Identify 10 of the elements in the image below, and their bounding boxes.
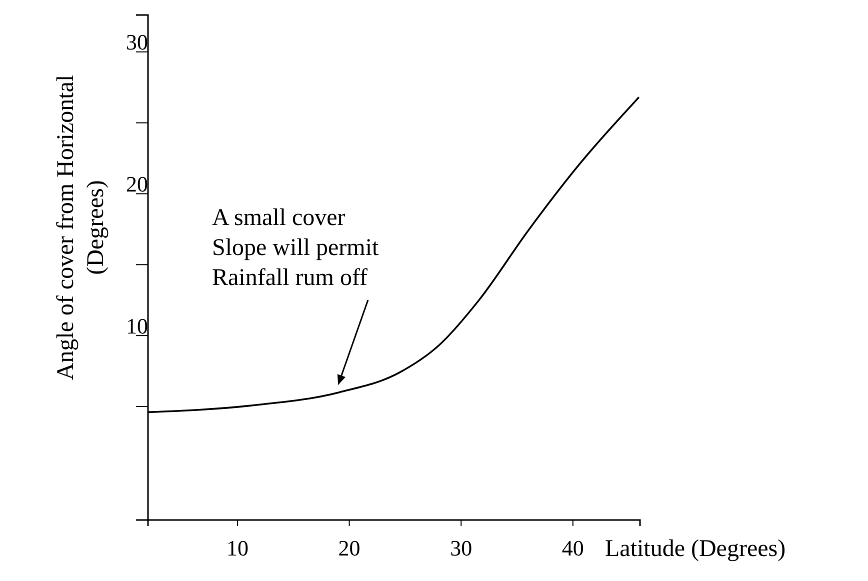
y-axis-title: Angle of cover from Horizontal (Degrees) [53, 74, 109, 380]
y-tick-label: 20 [126, 172, 148, 197]
x-tick-label: 10 [226, 536, 248, 561]
x-axis-title: Latitude (Degrees) [605, 536, 786, 562]
annotation: A small cover Slope will permit Rainfall rum off [212, 205, 379, 291]
x-tick-label: 20 [338, 536, 360, 561]
y-tick-label: 10 [126, 313, 148, 338]
y-tick-label: 30 [126, 30, 148, 55]
x-tick-label: 30 [450, 536, 472, 561]
x-tick-label: 40 [562, 536, 584, 561]
